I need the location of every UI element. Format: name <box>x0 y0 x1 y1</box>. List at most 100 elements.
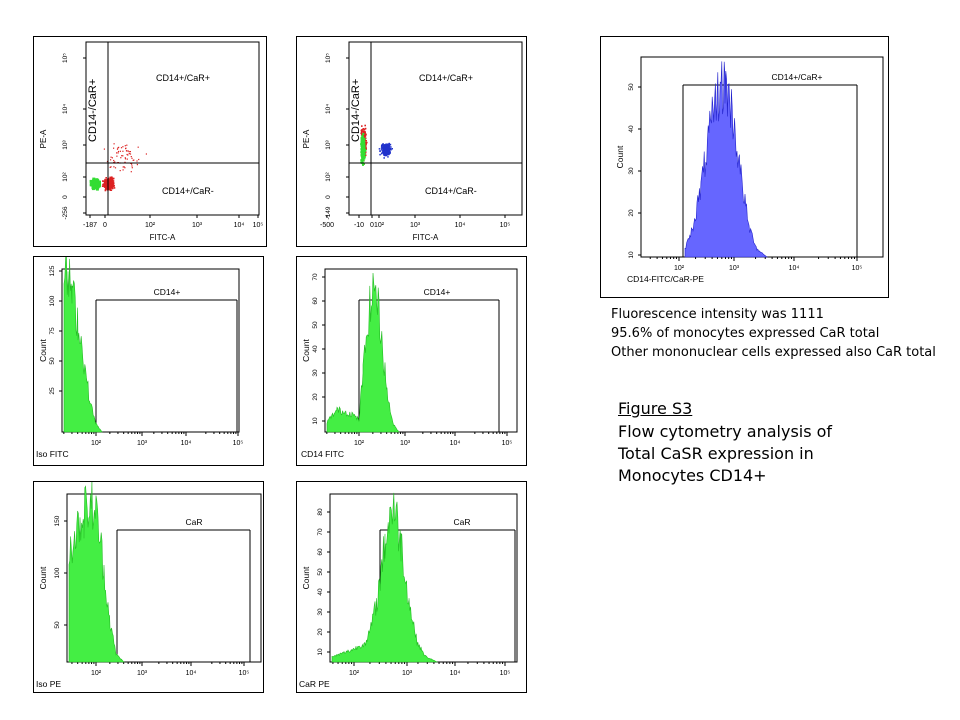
data-point <box>364 154 367 157</box>
data-point <box>382 145 384 147</box>
data-point <box>124 145 126 147</box>
data-point <box>362 130 365 133</box>
data-point <box>105 182 108 184</box>
y-tick-label: 10² <box>325 171 332 181</box>
histogram-iso-pe: 150 100 50 10² 10³ 10⁴ 10⁵ Iso PE Count CaR <box>33 481 264 693</box>
data-point <box>363 128 366 131</box>
data-point <box>363 131 365 134</box>
y-tick-label: 100 <box>49 295 56 306</box>
data-point <box>119 150 121 152</box>
y-tick-label: 10 <box>312 417 319 425</box>
histogram-area <box>326 272 400 433</box>
data-point <box>385 146 387 149</box>
x-tick-label: 10² <box>674 265 685 272</box>
x-tick-label: 0 <box>103 222 107 229</box>
y-tick-label: 80 <box>317 508 324 516</box>
data-point <box>126 153 128 156</box>
data-point <box>362 133 365 135</box>
data-point <box>94 178 98 182</box>
data-point <box>111 180 114 182</box>
data-point <box>112 180 115 182</box>
y-tick-label: 30 <box>312 369 319 377</box>
data-point <box>122 166 124 168</box>
x-tick-label: 10³ <box>137 440 148 447</box>
plot-frame <box>85 41 260 216</box>
data-point <box>387 147 389 150</box>
x-axis-label: CD14-FITC/CaR-PE <box>627 274 704 284</box>
quadrant-label-ur: CD14+/CaR+ <box>156 73 210 83</box>
data-point <box>105 181 107 183</box>
x-tick-label: 10² <box>349 670 360 677</box>
data-point <box>388 151 390 153</box>
data-point <box>105 177 107 179</box>
data-point <box>389 151 391 153</box>
dot-plot-1: 10⁵ 10⁴ 10³ 10² 0 -256 -187 0 10² 10³ 10⁴ 10⁵ FITC-A… <box>33 36 267 247</box>
data-point <box>95 184 99 188</box>
data-point <box>103 183 106 186</box>
data-point <box>383 151 385 153</box>
data-point <box>386 151 389 154</box>
data-point <box>103 182 106 185</box>
data-point <box>102 180 104 182</box>
data-point <box>385 148 388 150</box>
y-tick-label: -256 <box>62 206 69 219</box>
data-point <box>109 176 111 179</box>
x-tick-label: 10⁵ <box>852 265 863 272</box>
y-tick-label: 10 <box>317 648 324 656</box>
data-point <box>360 154 363 157</box>
data-point <box>361 135 364 137</box>
data-point <box>126 144 128 146</box>
data-point <box>108 187 110 189</box>
data-point <box>378 148 381 150</box>
y-tick-label: 0 <box>325 195 332 199</box>
x-tick-label: 10⁵ <box>502 440 513 447</box>
y-tick-label: 10³ <box>325 139 332 149</box>
data-point <box>380 149 383 151</box>
data-point <box>138 158 140 161</box>
data-point <box>110 189 113 191</box>
data-point <box>362 139 365 142</box>
data-point <box>126 150 128 152</box>
data-point <box>388 145 391 147</box>
histogram-car-pe: 80 70 60 50 40 30 20 10 10² 10³ 10⁴ 10⁵ CaR PE Count C… <box>296 481 527 693</box>
x-tick-label: 10³ <box>137 670 148 677</box>
x-axis-label: CD14 FITC <box>301 449 344 459</box>
y-tick-label: 20 <box>317 628 324 636</box>
plot-frame <box>329 493 518 663</box>
x-tick-label: 10³ <box>192 222 203 229</box>
data-point <box>387 148 389 151</box>
data-point <box>383 152 385 155</box>
data-point <box>361 136 364 139</box>
x-tick-label: 10⁴ <box>455 222 466 229</box>
data-point <box>383 146 385 149</box>
x-axis-label: CaR PE <box>299 679 330 689</box>
data-point <box>129 151 131 153</box>
cd14_fitc-svg: 70 60 50 40 30 20 10 10² 10³ 10⁴ 10⁵ CD14 FITC Count… <box>301 268 518 459</box>
data-point <box>108 180 111 183</box>
y-tick-label: 30 <box>317 608 324 616</box>
data-point <box>91 186 95 189</box>
y-tick-label: 10³ <box>62 139 69 149</box>
data-point <box>110 159 112 161</box>
data-point <box>362 152 365 155</box>
y-axis-label: Count <box>38 566 48 589</box>
x-tick-label: 10⁴ <box>234 222 245 229</box>
dot1-svg: 10⁵ 10⁴ 10³ 10² 0 -256 -187 0 10² 10³ 10⁴ 10⁵ FITC-A… <box>39 41 263 242</box>
data-point <box>109 186 112 189</box>
data-point <box>388 142 390 145</box>
data-point <box>130 156 132 158</box>
data-point <box>128 151 130 153</box>
data-point <box>382 143 384 145</box>
data-point <box>362 137 365 140</box>
data-point <box>113 147 115 149</box>
data-point <box>104 179 106 182</box>
y-axis-label: PE-A <box>302 129 311 148</box>
data-point <box>124 157 126 159</box>
data-point <box>108 178 110 180</box>
figure-line-1: Flow cytometry analysis of <box>618 422 833 441</box>
data-point <box>102 185 105 187</box>
quadrant-label-ul: CD14-/CaR+ <box>87 79 99 142</box>
data-point <box>90 183 94 187</box>
x-tick-label: 10² <box>91 440 102 447</box>
data-point <box>386 153 389 156</box>
